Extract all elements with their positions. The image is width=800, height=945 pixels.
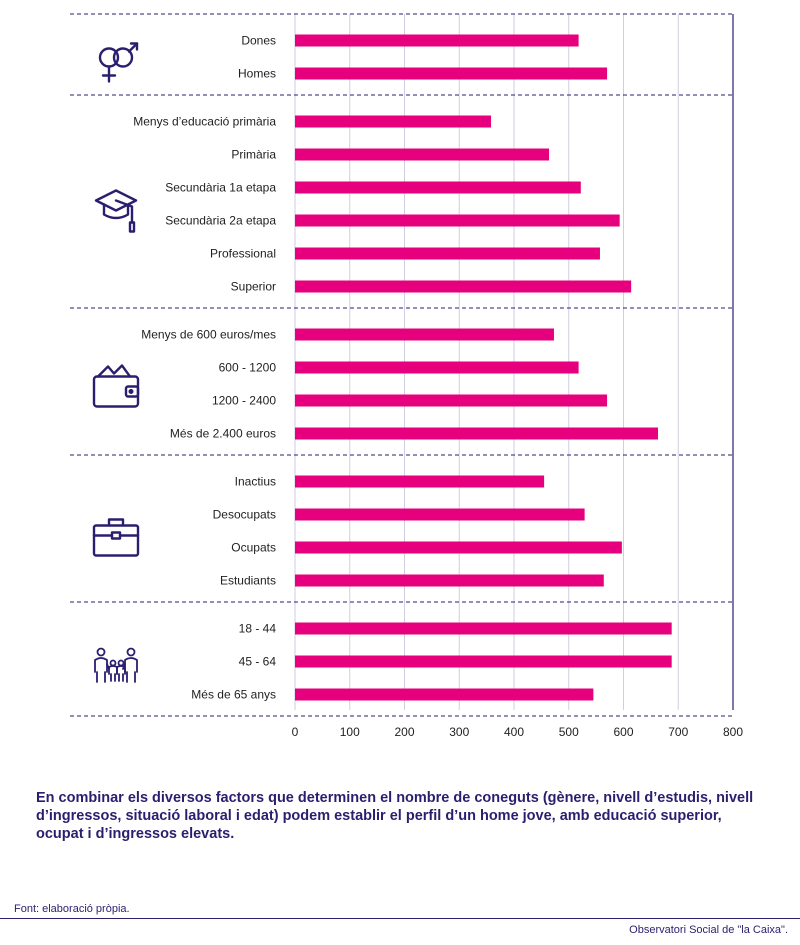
bar — [295, 148, 550, 161]
x-tick-label: 100 — [340, 725, 360, 739]
bar-chart: Dones Homes Menys d’educació primària Primà… — [70, 13, 744, 739]
category-label: Homes — [238, 67, 276, 81]
summary-text: En combinar els diversos factors que det… — [36, 790, 754, 842]
bar — [295, 475, 545, 488]
x-tick-label: 0 — [292, 725, 299, 739]
bar — [295, 574, 604, 587]
category-label: Menys d’educació primària — [133, 115, 276, 129]
bar — [295, 361, 579, 374]
bars — [295, 34, 672, 701]
x-axis-ticks: 0 100 200 300 400 500 600 700 800 — [292, 725, 744, 739]
source-note: Font: elaboració pròpia. — [14, 903, 130, 915]
bar — [295, 394, 608, 407]
category-label: Superior — [231, 280, 276, 294]
bar — [295, 508, 585, 521]
briefcase-icon — [92, 518, 140, 557]
x-tick-label: 400 — [504, 725, 524, 739]
category-label: Més de 65 anys — [191, 688, 276, 702]
x-tick-label: 800 — [723, 725, 743, 739]
group-icons — [92, 42, 140, 683]
x-tick-label: 200 — [394, 725, 414, 739]
x-tick-label: 700 — [668, 725, 688, 739]
category-label: 1200 - 2400 — [212, 394, 276, 408]
category-label: 45 - 64 — [239, 655, 277, 669]
category-label: Inactius — [235, 475, 276, 489]
bar — [295, 427, 658, 440]
bar — [295, 247, 600, 260]
bar — [295, 328, 554, 341]
gender-icon — [98, 42, 139, 83]
category-label: Més de 2.400 euros — [170, 427, 276, 441]
category-label: Secundària 2a etapa — [165, 214, 276, 228]
bar — [295, 67, 608, 80]
bar — [295, 181, 581, 194]
group-separators — [70, 13, 733, 717]
bar — [295, 688, 594, 701]
x-tick-label: 600 — [613, 725, 633, 739]
category-label: Secundària 1a etapa — [165, 181, 276, 195]
family-icon — [94, 647, 138, 683]
category-label: Estudiants — [220, 574, 276, 588]
bar — [295, 214, 620, 227]
credit-note: Observatori Social de "la Caixa". — [629, 924, 788, 936]
category-label: 600 - 1200 — [219, 361, 277, 375]
category-label: Menys de 600 euros/mes — [141, 328, 276, 342]
category-label: Primària — [231, 148, 276, 162]
wallet-icon — [92, 364, 140, 408]
bar — [295, 115, 492, 128]
category-label: Ocupats — [231, 541, 276, 555]
bar — [295, 622, 672, 635]
bar — [295, 280, 632, 293]
bar — [295, 655, 672, 668]
graduation-cap-icon — [94, 189, 138, 233]
bar — [295, 34, 579, 47]
bar — [295, 541, 622, 554]
category-label: Desocupats — [213, 508, 276, 522]
category-label: Dones — [241, 34, 276, 48]
category-label: 18 - 44 — [239, 622, 277, 636]
x-tick-label: 500 — [559, 725, 579, 739]
x-tick-label: 300 — [449, 725, 469, 739]
footer-rule — [0, 918, 800, 919]
category-labels: Dones Homes Menys d’educació primària Primà… — [133, 34, 276, 702]
category-label: Professional — [210, 247, 276, 261]
